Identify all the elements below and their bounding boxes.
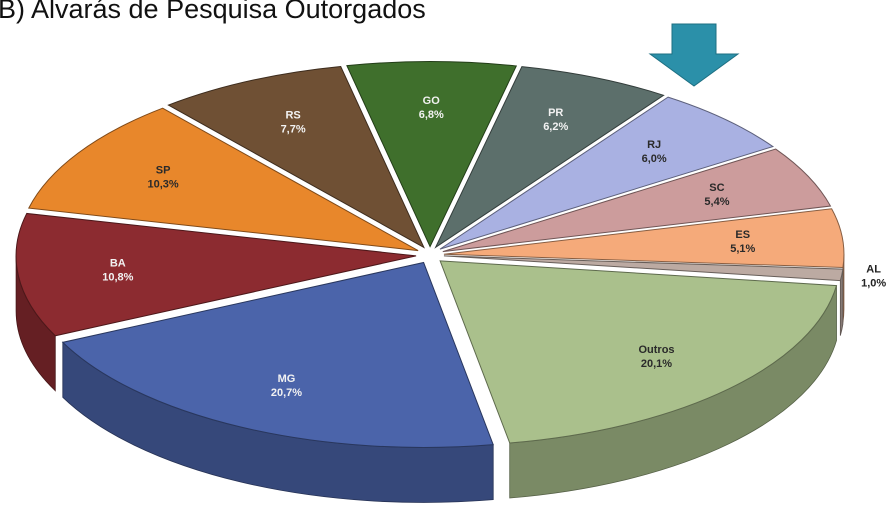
slice	[442, 148, 832, 253]
slice-value-label: 20,7%	[271, 387, 302, 399]
slice-category: ES	[735, 229, 750, 241]
slice-value-label: 1,0%	[861, 277, 886, 289]
slice-value-label: 5,4%	[704, 196, 729, 208]
slice-value-label: 20,1%	[641, 358, 672, 370]
slice-value-label: 6,0%	[642, 153, 667, 165]
slice	[443, 208, 845, 268]
labels: GO 6,8% PR 6,2% RJ 6,0% SC 5,4% ES 5,1% AL 1,0% Outr…	[102, 95, 886, 399]
slice	[15, 212, 417, 337]
slice-category: SP	[156, 164, 171, 176]
slice-value-label: 10,3%	[147, 178, 178, 190]
slice-value-label: 6,2%	[543, 121, 568, 133]
slice	[346, 61, 518, 248]
slice-value-label: 6,8%	[419, 109, 444, 121]
chart-title: B) Alvarás de Pesquisa Outorgados	[0, 0, 426, 24]
slice-category: BA	[110, 258, 126, 270]
slice-value-label: 5,1%	[730, 243, 755, 255]
slice-category: RS	[285, 109, 300, 121]
slice-category: GO	[423, 95, 441, 107]
slice	[443, 255, 844, 282]
slice	[439, 96, 775, 250]
slice-category: SC	[709, 182, 724, 194]
slice-category: PR	[548, 107, 563, 119]
slice	[439, 260, 838, 444]
slice	[434, 66, 665, 249]
slice	[61, 261, 494, 448]
slice-value-label: 10,8%	[102, 272, 133, 284]
slice-category: AL	[866, 263, 881, 275]
slice-value-label: 7,7%	[281, 123, 306, 135]
slice	[27, 107, 419, 252]
slice-category: Outros	[638, 344, 674, 356]
arrow-icon	[648, 23, 740, 87]
slice-tops	[15, 61, 845, 448]
slice	[167, 65, 425, 249]
slice-category: MG	[278, 373, 296, 385]
slice-category: RJ	[647, 139, 661, 151]
